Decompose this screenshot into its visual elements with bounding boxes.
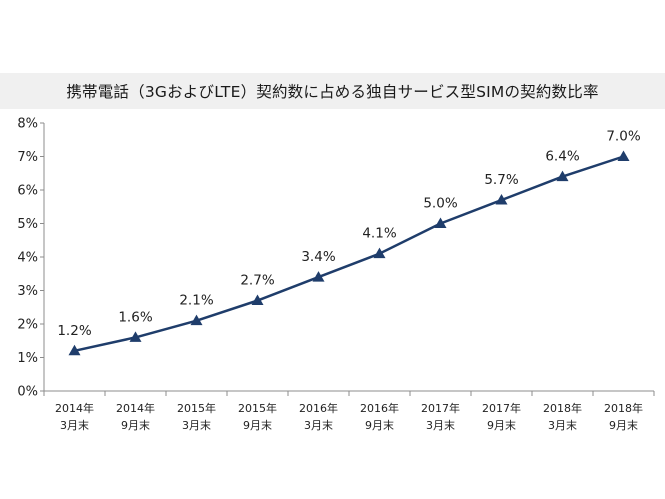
x-tick-label-year: 2014年 — [116, 401, 155, 415]
x-tick-label-period: 3月末 — [548, 418, 577, 432]
x-tick-label-year: 2018年 — [543, 401, 582, 415]
data-point-marker — [373, 247, 386, 259]
x-tick-label-year: 2016年 — [360, 401, 399, 415]
data-point-marker — [312, 271, 325, 282]
x-tick-label-period: 9月末 — [243, 418, 272, 432]
data-point-marker — [251, 294, 264, 306]
data-point-marker — [190, 314, 203, 326]
chart-title-bar: 携帯電話（3GおよびLTE）契約数に占める独自サービス型SIMの契約数比率 — [0, 73, 665, 109]
y-tick-label: 7% — [17, 150, 38, 165]
x-tick-label-year: 2014年 — [55, 401, 94, 415]
data-point-marker — [129, 331, 142, 342]
x-tick-label-period: 9月末 — [609, 418, 638, 432]
x-tick-label-year: 2016年 — [299, 401, 338, 415]
y-tick-label: 5% — [17, 217, 38, 232]
data-label: 2.1% — [179, 293, 213, 309]
data-label: 2.7% — [240, 273, 274, 289]
y-tick-label: 3% — [17, 284, 38, 299]
y-tick-label: 0% — [17, 385, 38, 400]
y-tick-label: 8% — [17, 117, 38, 132]
x-tick-label-year: 2018年 — [604, 401, 643, 415]
x-tick-label-period: 3月末 — [304, 418, 333, 432]
y-tick-label: 6% — [17, 184, 38, 199]
data-label: 7.0% — [606, 129, 640, 145]
x-tick-label-year: 2015年 — [238, 401, 277, 415]
x-tick-label-period: 9月末 — [365, 418, 394, 432]
x-tick-label-period: 9月末 — [487, 418, 516, 432]
data-label: 5.0% — [423, 196, 457, 212]
x-tick-label-period: 3月末 — [60, 418, 89, 432]
data-point-marker — [617, 150, 630, 161]
data-point-marker — [495, 194, 508, 205]
data-label: 3.4% — [301, 249, 335, 265]
y-tick-label: 2% — [17, 318, 38, 333]
y-tick-label: 4% — [17, 251, 38, 266]
data-label: 1.6% — [118, 309, 152, 325]
data-label: 1.2% — [57, 323, 91, 339]
data-point-marker — [556, 170, 569, 182]
series-line — [74, 155, 624, 353]
data-label: 4.1% — [362, 226, 396, 242]
data-point-marker — [68, 344, 81, 356]
y-tick-label: 1% — [17, 351, 38, 366]
data-label: 5.7% — [484, 172, 518, 188]
x-tick-label-year: 2017年 — [482, 401, 521, 415]
x-tick-label-period: 9月末 — [121, 418, 150, 432]
x-tick-label-year: 2017年 — [421, 401, 460, 415]
x-tick-label-year: 2015年 — [177, 401, 216, 415]
chart-title: 携帯電話（3GおよびLTE）契約数に占める独自サービス型SIMの契約数比率 — [66, 83, 599, 101]
x-tick-label-period: 3月末 — [426, 418, 455, 432]
data-point-marker — [434, 217, 447, 228]
data-label: 6.4% — [545, 149, 579, 165]
x-tick-label-period: 3月末 — [182, 418, 211, 432]
